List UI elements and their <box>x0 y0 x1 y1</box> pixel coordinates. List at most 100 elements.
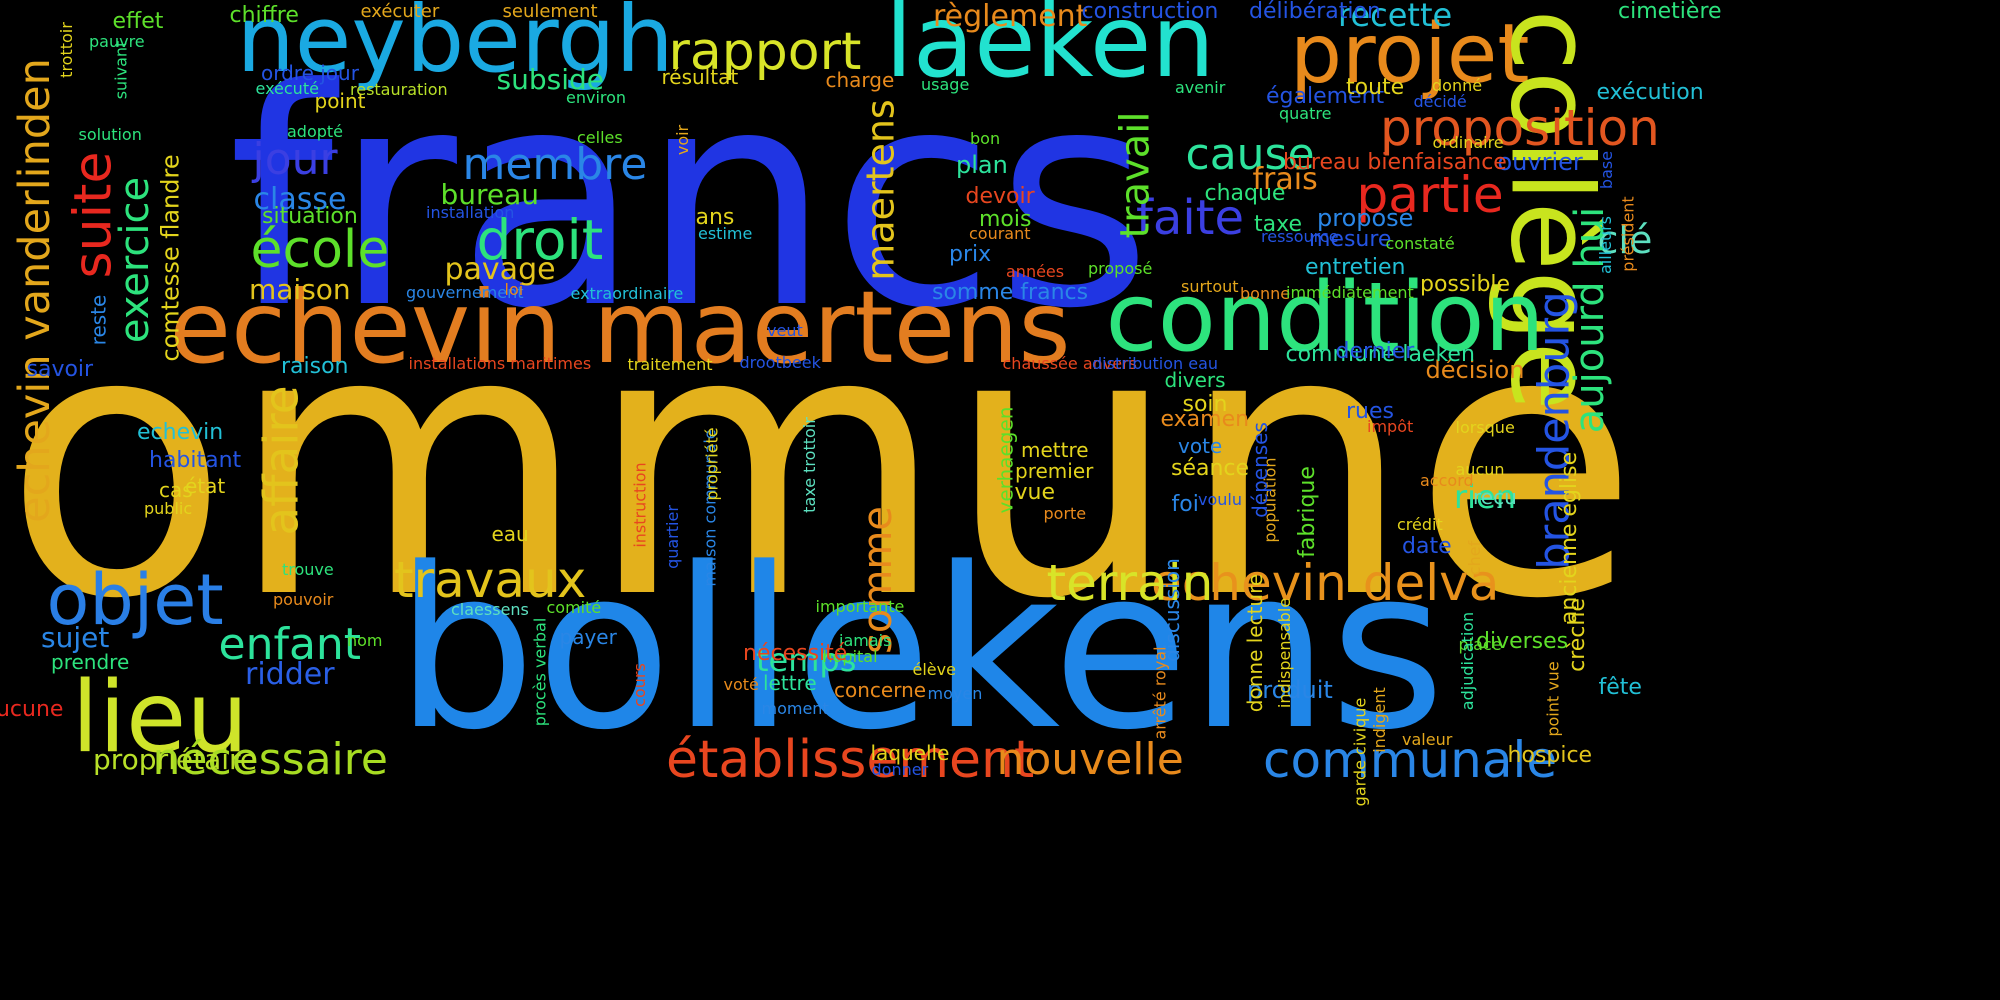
word-droit: droit <box>476 207 604 272</box>
word-travail: travail <box>1112 111 1159 239</box>
word-séance: séance <box>1171 456 1250 481</box>
word-prix: prix <box>949 242 992 267</box>
word-estime: estime <box>698 224 753 243</box>
word-rues: rues <box>1346 399 1394 424</box>
word-lorsque: lorsque <box>1455 418 1515 437</box>
word-chaque: chaque <box>1204 181 1286 206</box>
word-ailleurs: ailleurs <box>1596 215 1616 275</box>
word-affaire: affaire <box>254 384 310 536</box>
word-maertens: maertens <box>858 99 903 281</box>
word-nécessité: nécessité <box>743 641 848 666</box>
word-trouve: trouve <box>282 560 334 579</box>
word-bureau: bureau <box>440 178 540 211</box>
word-installations-maritimes: installations maritimes <box>408 354 592 373</box>
word-seulement: seulement <box>502 1 598 22</box>
word-impôt: impôt <box>1367 417 1414 436</box>
word-environ: environ <box>566 88 627 107</box>
word-produit: produit <box>1247 676 1333 704</box>
word-veut: veut <box>767 321 803 340</box>
word-comité: comité <box>546 598 602 617</box>
word-vue: vue <box>1014 480 1056 505</box>
word-toute: toute <box>1346 75 1405 100</box>
word-commune: commune <box>0 250 1639 679</box>
word-examen: examen <box>1160 407 1250 432</box>
word-jour: jour <box>252 134 338 185</box>
word-propose: propose <box>1317 204 1414 232</box>
word-somme-francs: somme francs <box>932 280 1089 305</box>
word-voir: voir <box>673 124 693 156</box>
word-exercice: exercice <box>112 176 159 344</box>
word-procès-verbal: procès verbal <box>529 617 549 727</box>
word-accord: accord <box>1420 471 1474 490</box>
word-bon: bon <box>970 129 1001 148</box>
word-président: président <box>1618 196 1638 272</box>
word-mois: mois <box>979 207 1032 232</box>
word-savoir: savoir <box>26 357 94 382</box>
word-communale: communale <box>1263 731 1558 789</box>
word-instruction: instruction <box>630 462 650 548</box>
word-charge: charge <box>825 68 895 92</box>
word-cours: cours <box>629 663 649 707</box>
word-classe: classe <box>253 182 347 217</box>
word-fête: fête <box>1598 675 1642 700</box>
word-voté: voté <box>723 675 759 694</box>
word-echevin-vanderlinden: echevin vanderlinden <box>9 57 60 523</box>
word-frais: frais <box>1252 162 1318 197</box>
word-ans: ans <box>695 205 735 230</box>
word-voulu: voulu <box>1198 490 1242 509</box>
word-habitant: habitant <box>149 448 242 473</box>
word-membre: membre <box>462 139 648 190</box>
word-règlement: règlement <box>933 0 1088 34</box>
word-nom: nom <box>347 631 383 650</box>
word-echevin: echevin <box>137 420 224 445</box>
word-mesure: mesure <box>1309 227 1392 252</box>
word-ordre-jour: ordre jour <box>261 61 359 85</box>
word-neybergh: neybergh <box>236 0 674 93</box>
word-diverses: diverses <box>1476 629 1569 654</box>
word-plan: plan <box>956 151 1008 179</box>
word-proposition: proposition <box>1380 99 1660 157</box>
word-quatre: quatre <box>1279 104 1332 123</box>
word-echevin-maertens: echevin maertens <box>169 269 1071 386</box>
word-reçu: reçu <box>1473 485 1517 509</box>
word-adopté: adopté <box>287 122 344 141</box>
word-constaté: constaté <box>1385 234 1455 253</box>
word-cas: cas <box>159 478 193 502</box>
word-premier: premier <box>1015 459 1094 483</box>
word-importante: importante <box>815 597 905 616</box>
word-hôpital: hôpital <box>822 647 878 666</box>
word-sujet: sujet <box>41 621 110 654</box>
word-entretien: entretien <box>1305 255 1406 280</box>
word-décidé: décidé <box>1413 92 1467 111</box>
word-concerne: concerne <box>834 678 927 702</box>
word-ordinaire: ordinaire <box>1432 133 1504 152</box>
word-taxe-trottoir: taxe trottoir <box>799 417 819 513</box>
word-hospice: hospice <box>1507 743 1593 768</box>
word-aucun: aucun <box>1455 460 1505 479</box>
word-enfant: enfant <box>218 619 362 670</box>
word-usage: usage <box>921 75 970 94</box>
word-situation: situation <box>262 204 358 229</box>
word-chiffre: chiffre <box>229 3 299 28</box>
word-clé: clé <box>1597 218 1653 262</box>
word-partie: partie <box>1356 166 1504 224</box>
word-crédit: crédit <box>1397 515 1443 534</box>
word-délibération: délibération <box>1249 0 1381 24</box>
word-eau: eau <box>491 522 529 546</box>
word-porte: porte <box>1043 504 1087 523</box>
word-mettre: mettre <box>1021 438 1089 462</box>
word-soin: soin <box>1182 392 1228 417</box>
word-public: public <box>144 499 193 518</box>
word-chaussée-anvers: chaussée anvers <box>1002 354 1138 373</box>
word-point: point <box>314 89 366 113</box>
word-laeken: laeken <box>885 0 1215 100</box>
word-rien: rien <box>1454 478 1517 516</box>
word-garde-civique: garde civique <box>1349 697 1369 807</box>
word-ouvrier: ouvrier <box>1497 148 1583 176</box>
word-extraordinaire: extraordinaire <box>570 284 684 303</box>
word-loi: loi <box>504 280 524 299</box>
word-moment: moment <box>761 699 829 718</box>
word-effet: effet <box>112 9 164 34</box>
word-maison: maison <box>249 273 351 306</box>
